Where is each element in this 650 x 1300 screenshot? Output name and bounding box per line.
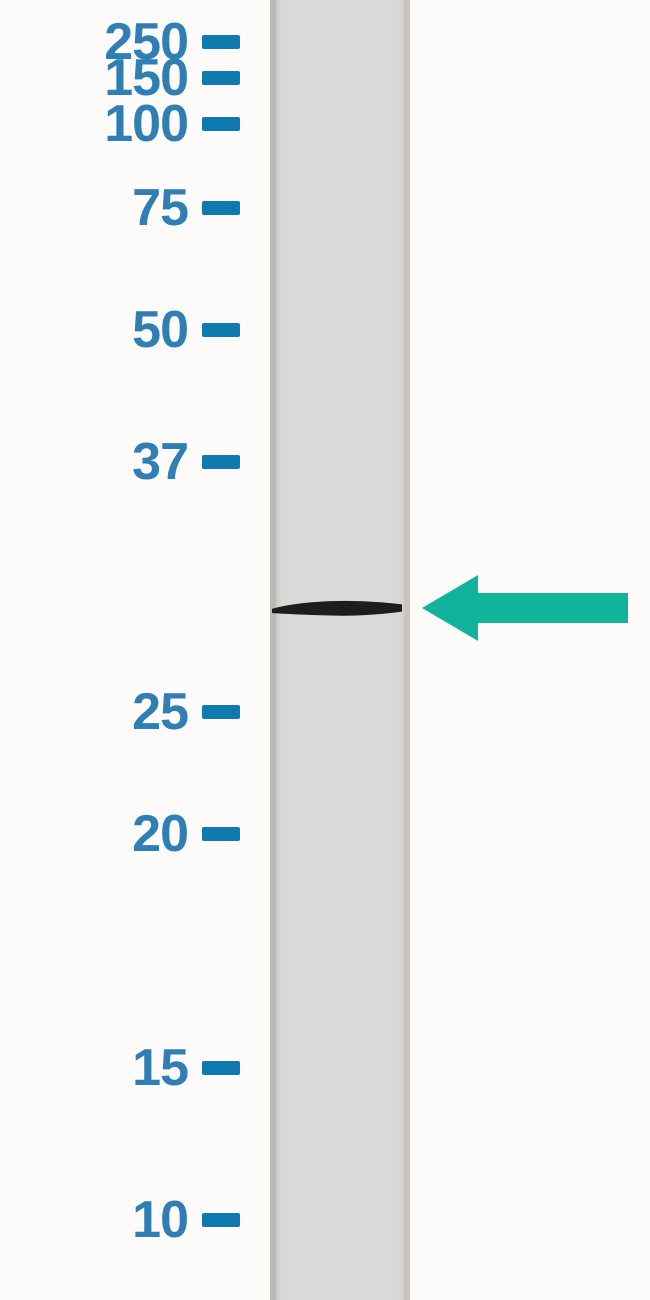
ladder-marker: 25: [0, 682, 240, 742]
marker-label: 15: [0, 1038, 188, 1098]
marker-tick: [202, 455, 240, 469]
ladder-marker: 10: [0, 1190, 240, 1250]
band-indicator-arrow-icon: [422, 570, 638, 646]
marker-label: 25: [0, 682, 188, 742]
ladder-marker: 15: [0, 1038, 240, 1098]
marker-tick: [202, 35, 240, 49]
marker-label: 20: [0, 804, 188, 864]
ladder-marker: 37: [0, 432, 240, 492]
marker-label: 50: [0, 300, 188, 360]
marker-tick: [202, 117, 240, 131]
marker-tick: [202, 827, 240, 841]
ladder-marker: 50: [0, 300, 240, 360]
marker-label: 100: [0, 94, 188, 154]
marker-tick: [202, 201, 240, 215]
marker-label: 75: [0, 178, 188, 238]
marker-label: 37: [0, 432, 188, 492]
marker-label: 10: [0, 1190, 188, 1250]
marker-tick: [202, 1213, 240, 1227]
lane-right-edge: [404, 0, 410, 1300]
marker-tick: [202, 705, 240, 719]
marker-tick: [202, 323, 240, 337]
band-shape: [272, 599, 402, 625]
ladder-marker: 20: [0, 804, 240, 864]
ladder-marker: 75: [0, 178, 240, 238]
lane-left-edge: [270, 0, 276, 1300]
marker-tick: [202, 71, 240, 85]
gel-lane: [270, 0, 410, 1300]
marker-tick: [202, 1061, 240, 1075]
ladder-marker: 100: [0, 94, 240, 154]
